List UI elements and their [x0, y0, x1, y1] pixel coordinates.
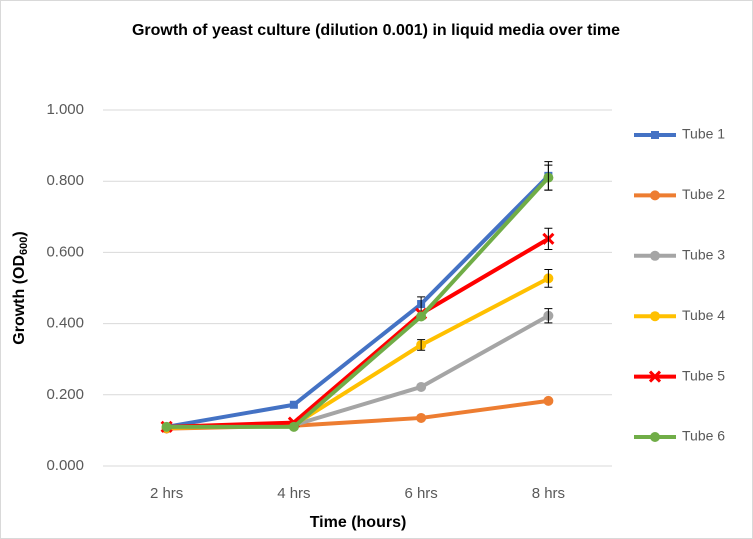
y-tick-label: 0.400	[46, 315, 84, 332]
legend-marker	[650, 250, 660, 261]
y-axis-label: Growth (OD600)	[11, 231, 30, 344]
legend-label: Tube 5	[682, 367, 725, 383]
marker	[289, 400, 298, 409]
marker	[161, 421, 172, 432]
legend-label: Tube 3	[682, 247, 725, 263]
chart-title: Growth of yeast culture (dilution 0.001)…	[132, 22, 620, 39]
legend-marker	[650, 190, 660, 201]
y-tick-label: 0.600	[46, 243, 84, 260]
legend-label: Tube 2	[682, 186, 725, 202]
error-bar	[544, 308, 553, 324]
legend-marker	[651, 131, 659, 139]
legend-label: Tube 6	[682, 428, 725, 444]
y-label-sub: 600	[18, 237, 30, 255]
series-line	[166, 237, 550, 429]
marker	[543, 395, 554, 406]
x-tick-label: 6 hrs	[404, 485, 437, 502]
error-bar	[544, 227, 553, 251]
error-bar	[544, 268, 553, 288]
legend-label: Tube 1	[682, 126, 725, 142]
y-label-text: Growth (OD	[11, 255, 28, 345]
marker	[288, 421, 299, 432]
legend-marker	[650, 311, 660, 322]
marker	[416, 311, 427, 322]
y-tick-label: 0.800	[46, 172, 84, 189]
legend-marker	[648, 370, 662, 383]
marker	[416, 412, 427, 423]
legend-marker	[650, 432, 660, 442]
y-label-close: )	[11, 231, 28, 236]
y-tick-label: 1.000	[46, 101, 84, 118]
series-line	[166, 174, 550, 429]
x-tick-label: 4 hrs	[277, 485, 310, 502]
x-tick-label: 2 hrs	[150, 485, 183, 502]
marker	[416, 381, 427, 392]
series-line	[166, 176, 550, 429]
x-tick-label: 8 hrs	[532, 485, 565, 502]
x-axis-label: Time (hours)	[310, 514, 407, 531]
error-bar	[544, 164, 553, 191]
y-tick-label: 0.200	[46, 386, 84, 403]
legend-label: Tube 4	[682, 307, 725, 323]
error-bar	[417, 339, 426, 351]
y-tick-label: 0.000	[46, 457, 84, 474]
